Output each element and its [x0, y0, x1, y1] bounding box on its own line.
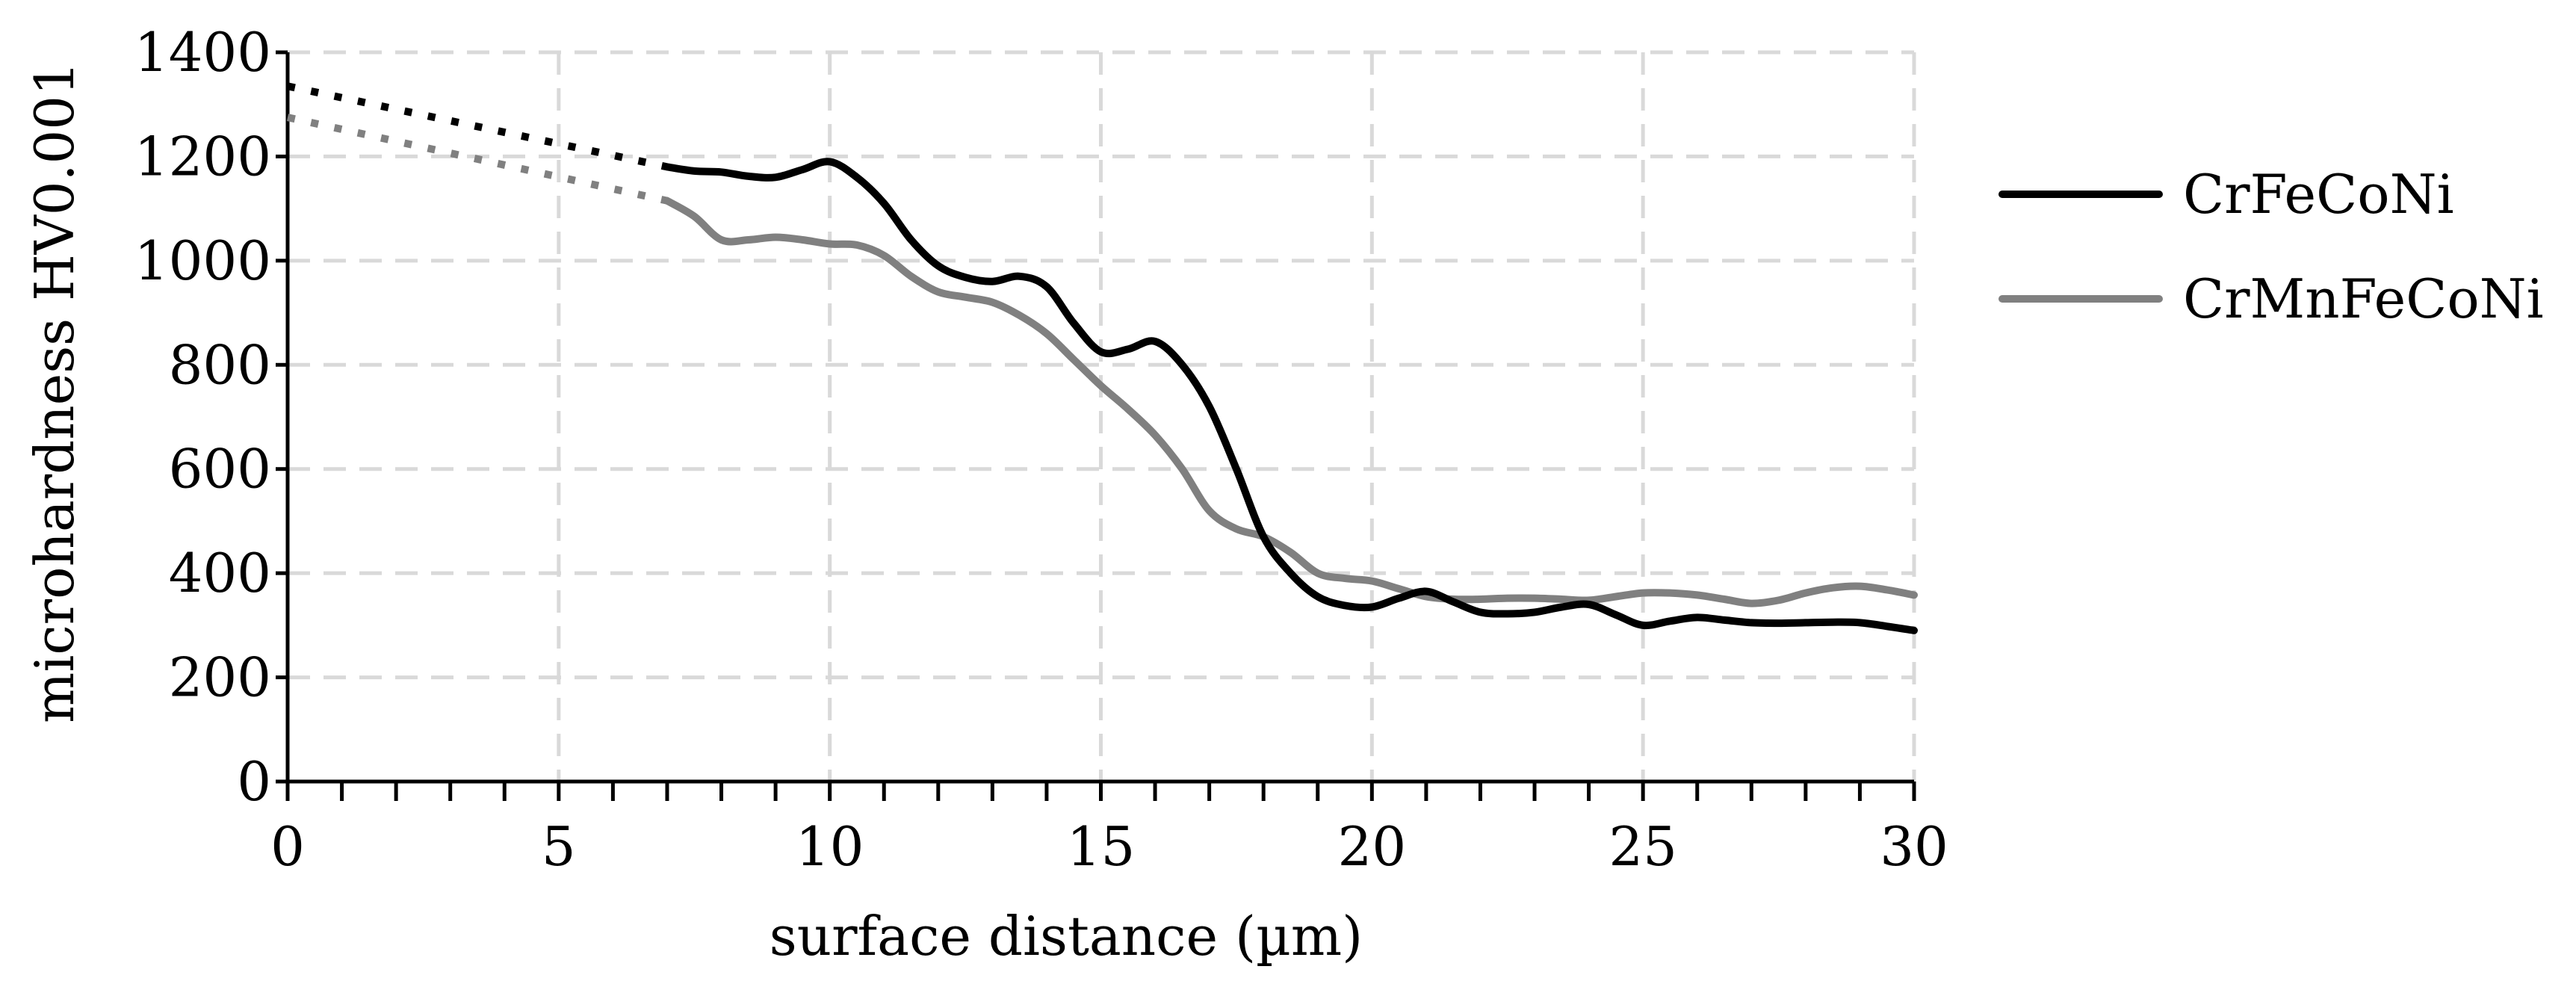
- y-tick-label: 1200: [134, 125, 271, 188]
- x-tick-label: 30: [1880, 815, 1948, 878]
- y-tick-label: 1400: [134, 21, 271, 84]
- series-line-crmnfeconi: [663, 197, 1918, 607]
- series-line-crfeconi: [663, 158, 1918, 634]
- y-axis-title: microhardness HV0.001: [23, 61, 86, 723]
- y-tick-label: 0: [237, 750, 271, 813]
- x-axis-title: surface distance (µm): [770, 905, 1363, 968]
- y-tick-label: 200: [169, 646, 271, 709]
- grid: [288, 50, 1916, 782]
- axes: [276, 50, 1916, 801]
- series-extrapolation-crfeconi: [286, 82, 669, 171]
- y-tick-label: 1000: [134, 229, 271, 292]
- y-tick-label: 800: [169, 333, 271, 396]
- x-tick-label: 25: [1609, 815, 1677, 878]
- y-tick-label: 600: [169, 438, 271, 501]
- x-tick-label: 20: [1338, 815, 1407, 878]
- tick-labels: 0 200 400 600 800 1000 1200 1400 0 5 10 15 20 25 30: [134, 21, 1948, 878]
- legend-label-crmnfeconi: CrMnFeCoNi: [2183, 267, 2544, 330]
- x-tick-label: 0: [270, 815, 305, 878]
- x-tick-label: 5: [542, 815, 576, 878]
- series-layer: [286, 82, 1918, 634]
- y-tick-label: 400: [169, 542, 271, 604]
- x-tick-label: 15: [1067, 815, 1136, 878]
- legend-label-crfeconi: CrFeCoNi: [2183, 163, 2454, 226]
- legend: CrFeCoNi CrMnFeCoNi: [1998, 163, 2544, 330]
- x-tick-label: 10: [796, 815, 864, 878]
- series-extrapolation-crmnfeconi: [286, 114, 669, 205]
